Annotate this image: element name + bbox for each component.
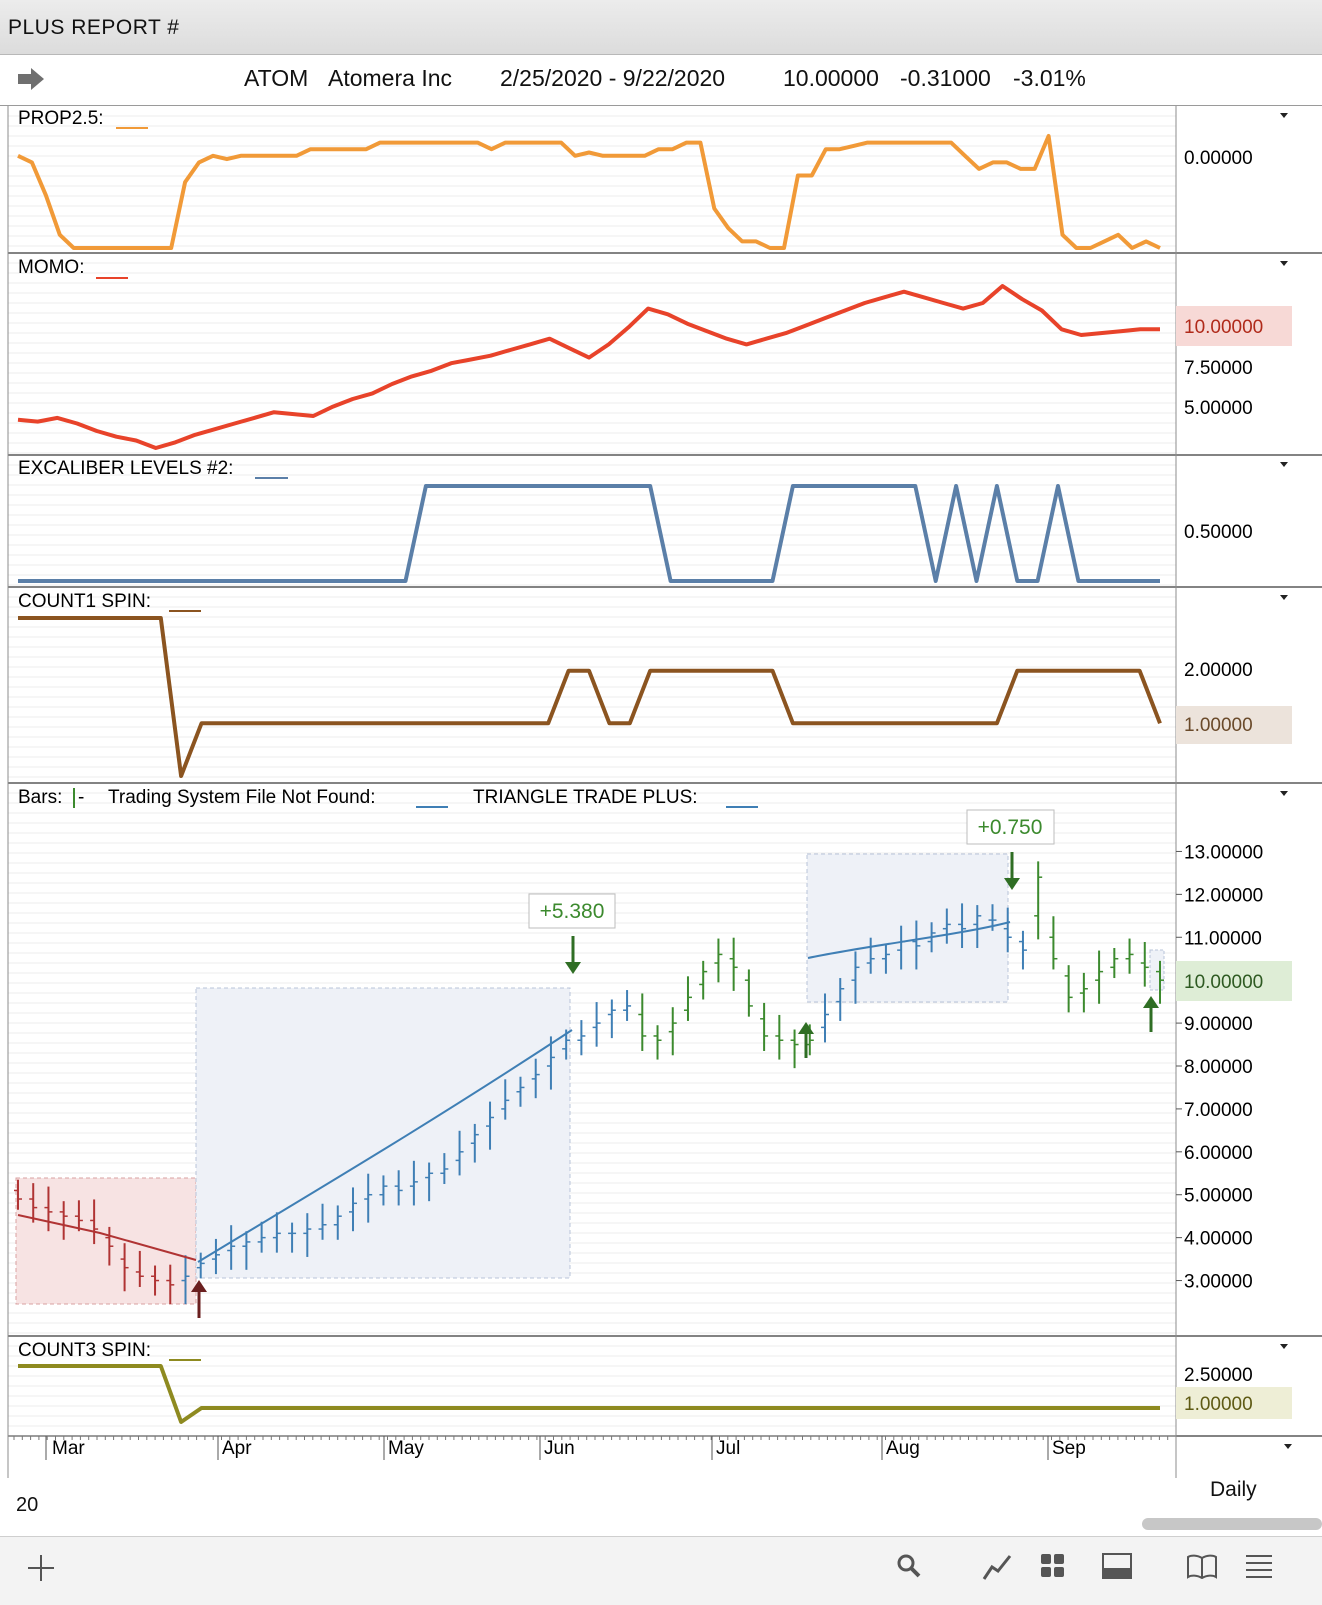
panel-menu-icon[interactable] — [1280, 1344, 1288, 1349]
month-label-aug: Aug — [886, 1438, 920, 1459]
list-menu-icon[interactable] — [1244, 1553, 1274, 1584]
company-name: Atomera Inc — [328, 65, 452, 91]
price-change: -0.31000 — [900, 65, 991, 91]
window-title: PLUS REPORT # — [8, 16, 180, 39]
trade-result-2: +0.750 — [978, 816, 1043, 839]
grid-icon[interactable] — [1040, 1553, 1066, 1584]
prop-panel-label: PROP2.5: — [18, 108, 104, 129]
count1-line — [18, 616, 1162, 778]
triangle-trade-label: TRIANGLE TRADE PLUS: — [473, 787, 698, 808]
price-tick-8: 5.00000 — [1184, 1186, 1253, 1207]
buy-arrow-icon — [191, 1280, 207, 1318]
add-icon[interactable] — [26, 1553, 56, 1588]
price-tick-6: 7.00000 — [1184, 1100, 1253, 1121]
period-menu-icon[interactable] — [1284, 1444, 1292, 1449]
momo-tick-1: 7.50000 — [1184, 358, 1253, 379]
trading-system-label: Trading System File Not Found: — [108, 787, 376, 808]
price-last-value-box — [1176, 961, 1292, 1001]
count1-last-value-box — [1176, 706, 1292, 744]
long-trend-line-2 — [807, 921, 1011, 959]
panel-menu-icon[interactable] — [1280, 113, 1288, 118]
momo-last-value: 10.00000 — [1184, 317, 1263, 338]
search-icon[interactable] — [896, 1553, 922, 1584]
excal-panel-label: EXCALIBER LEVELS #2: — [18, 458, 233, 479]
symbol-ticker: ATOM — [244, 65, 309, 91]
trade-box-long-2 — [806, 853, 1009, 1003]
month-label-apr: Apr — [222, 1438, 252, 1459]
panel-menu-icon[interactable] — [1280, 791, 1288, 796]
momo-last-value-box — [1176, 306, 1292, 346]
prop-tick-0: 0.00000 — [1184, 148, 1253, 169]
month-label-jul: Jul — [716, 1438, 740, 1459]
panel-menu-icon[interactable] — [1280, 462, 1288, 467]
price-tick-0: 13.00000 — [1184, 843, 1263, 864]
month-label-mar: Mar — [52, 1438, 85, 1459]
trade-box-long-3 — [1149, 949, 1165, 991]
momo-tick-2: 5.00000 — [1184, 398, 1253, 419]
count3-line — [18, 1364, 1160, 1424]
bars-label: Bars: — [18, 787, 62, 808]
count3-last-value: 1.00000 — [1184, 1394, 1253, 1415]
trade-result-box-2 — [966, 809, 1055, 845]
symbol-info-bar: ATOM Atomera Inc 2/25/2020 - 9/22/2020 1… — [0, 55, 1322, 106]
bars-dash: - — [78, 787, 84, 808]
chart-canvas: PROP2.5: 0.00000 MOMO: 10.00000 7.50000 … — [7, 106, 1322, 1478]
price-tick-4: 9.00000 — [1184, 1014, 1253, 1035]
date-range: 2/25/2020 - 9/22/2020 — [500, 65, 726, 91]
price-last-value: 10.00000 — [1184, 972, 1263, 993]
short-trend-line — [17, 1214, 197, 1261]
count1-last-value: 1.00000 — [1184, 715, 1253, 736]
sell-arrow-icon — [1004, 852, 1020, 890]
panel-menu-icon[interactable] — [1280, 595, 1288, 600]
count3-panel-label: COUNT3 SPIN: — [18, 1340, 151, 1361]
buy-arrow-icon — [1143, 996, 1159, 1032]
bottom-toolbar — [0, 1536, 1322, 1605]
price-tick-5: 8.00000 — [1184, 1057, 1253, 1078]
month-label-jun: Jun — [544, 1438, 575, 1459]
chart-line-icon[interactable] — [982, 1553, 1012, 1586]
sell-arrow-icon — [565, 936, 581, 974]
trade-box-long-1 — [195, 987, 571, 1279]
buy-arrow-icon — [798, 1022, 814, 1058]
period-selector[interactable]: Daily — [1210, 1478, 1257, 1501]
trade-box-short — [15, 1177, 197, 1305]
panel-layout-icon[interactable] — [1102, 1553, 1132, 1584]
price-tick-7: 6.00000 — [1184, 1143, 1253, 1164]
momo-line — [17, 284, 1160, 450]
price-tick-10: 3.00000 — [1184, 1272, 1253, 1293]
prop-line — [17, 134, 1161, 250]
excal-line — [18, 484, 1160, 583]
month-label-sep: Sep — [1052, 1438, 1086, 1459]
trade-result-1: +5.380 — [540, 900, 605, 923]
horizontal-scrollbar[interactable] — [1142, 1518, 1322, 1530]
price-tick-1: 12.00000 — [1184, 885, 1263, 906]
excal-tick-0: 0.50000 — [1184, 522, 1253, 543]
window-title-bar: PLUS REPORT # — [0, 0, 1322, 55]
count3-tick-0: 2.50000 — [1184, 1365, 1253, 1386]
book-icon[interactable] — [1186, 1553, 1218, 1584]
panel-menu-icon[interactable] — [1280, 261, 1288, 266]
year-label: 20 — [16, 1494, 39, 1516]
arrow-right-icon[interactable] — [16, 66, 46, 97]
trade-result-box-1 — [528, 893, 616, 929]
month-label-may: May — [388, 1438, 424, 1459]
price-tick-9: 4.00000 — [1184, 1229, 1253, 1250]
price-change-percent: -3.01% — [1013, 65, 1086, 91]
momo-panel-label: MOMO: — [18, 257, 85, 278]
count1-tick-0: 2.00000 — [1184, 660, 1253, 681]
long-trend-line-1 — [197, 1029, 573, 1263]
count3-last-value-box — [1176, 1387, 1292, 1419]
price-tick-2: 11.00000 — [1184, 928, 1262, 949]
last-price: 10.00000 — [783, 65, 879, 91]
count1-panel-label: COUNT1 SPIN: — [18, 591, 151, 612]
